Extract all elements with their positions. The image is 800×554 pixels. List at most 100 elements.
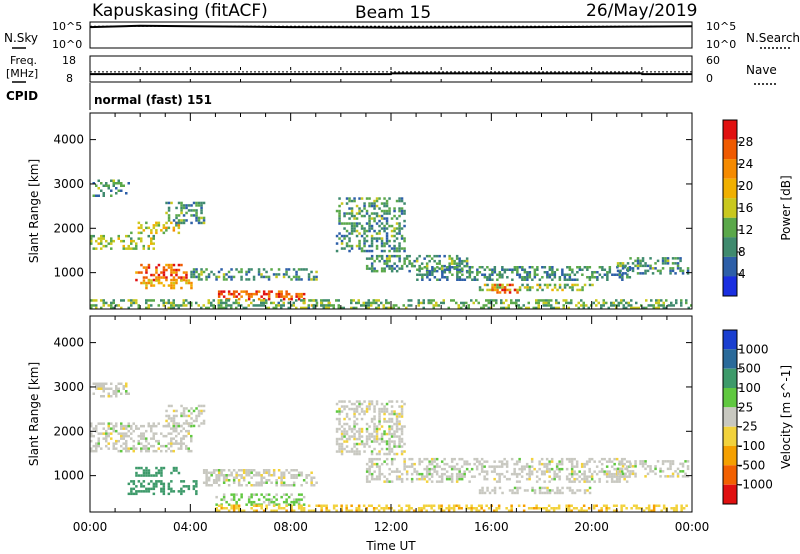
heatmap-cell [220,469,223,472]
heatmap-cell [501,266,504,269]
heatmap-cell [448,475,451,478]
heatmap-cell [120,184,123,187]
heatmap-cell [526,276,529,279]
heatmap-cell [676,262,680,265]
heatmap-cell [322,304,325,307]
heatmap-cell [482,306,485,310]
heatmap-cell [112,429,115,433]
heatmap-cell [297,295,301,298]
heatmap-cell [92,449,95,453]
heatmap-cell [172,281,176,285]
heatmap-cell [505,507,508,510]
heatmap-cell [415,472,419,476]
heatmap-cell [152,424,155,428]
heatmap-cell [483,475,486,478]
heatmap-cell [555,467,559,471]
heatmap-cell [237,484,241,487]
heatmap-cell [380,447,384,451]
heatmap-cell [358,402,361,406]
heatmap-cell [155,271,158,274]
heatmap-cell [295,273,298,276]
heatmap-cell [671,262,675,265]
heatmap-cell [117,237,120,240]
heatmap-cell [280,507,283,510]
heatmap-cell [373,430,376,433]
heatmap-cell [373,427,376,431]
heatmap-cell [378,219,381,223]
heatmap-cell [465,301,468,305]
heatmap-cell [180,414,183,418]
heatmap-cell [235,301,238,305]
heatmap-cell [602,504,606,507]
heatmap-cell [190,424,193,428]
heatmap-cell [340,425,344,428]
heatmap-cell [130,424,133,428]
heatmap-cell [348,400,351,403]
heatmap-cell [388,197,391,200]
heatmap-cell [561,271,564,274]
heatmap-cell [383,407,386,411]
heatmap-cell [644,272,647,275]
heatmap-cell [505,465,509,468]
heatmap-cell [425,475,429,478]
heatmap-cell [603,268,607,271]
heatmap-cell [295,306,298,310]
heatmap-cell [565,475,569,478]
heatmap-cell [177,422,180,425]
heatmap-cell [275,295,278,298]
heatmap-cell [583,491,587,495]
heatmap-cell [563,286,567,289]
heatmap-cell [202,216,206,220]
heatmap-cell [505,477,509,481]
heatmap-cell [405,504,408,507]
heatmap-cell [511,491,514,495]
heatmap-cell [368,217,371,220]
heatmap-cell [267,306,270,310]
heatmap-cell [180,429,183,433]
heatmap-cell [97,237,100,240]
heatmap-cell [315,270,318,274]
heatmap-cell [644,269,647,273]
heatmap-cell [170,449,173,453]
heatmap-cell [120,422,123,425]
heatmap-cell [634,465,637,468]
heatmap-cell [619,264,622,268]
heatmap-cell [295,275,298,279]
heatmap-cell [247,481,251,484]
heatmap-cell [345,412,349,416]
heatmap-cell [200,278,203,281]
heatmap-cell [130,299,133,302]
heatmap-cell [368,214,371,218]
heatmap-cell [355,306,358,310]
heatmap-cell [375,254,379,258]
heatmap-cell [483,470,486,473]
heatmap-cell [616,266,619,269]
heatmap-cell [112,427,115,430]
heatmap-cell [501,276,504,279]
heatmap-cell [533,268,537,271]
heatmap-cell [335,249,339,253]
heatmap-cell [160,276,163,279]
heatmap-cell [403,212,406,215]
heatmap-cell [337,299,340,302]
heatmap-cell [526,288,529,292]
heatmap-cell [398,259,401,263]
heatmap-cell [368,227,371,230]
heatmap-cell [345,440,349,443]
heatmap-cell [277,304,280,307]
heatmap-cell [237,297,241,301]
heatmap-cell [580,509,583,512]
colorbar-swatch [723,465,737,485]
heatmap-cell [385,239,389,243]
heatmap-cell [423,475,426,478]
time-tick-label: 20:00 [574,520,609,534]
heatmap-cell [605,301,608,305]
heatmap-cell [180,447,183,450]
heatmap-cell [192,270,196,274]
colorbar-swatch [723,217,737,238]
heatmap-cell [357,504,361,507]
heatmap-cell [543,283,547,287]
heatmap-cell [383,417,386,421]
heatmap-cell [521,268,524,271]
heatmap-cell [277,476,281,479]
